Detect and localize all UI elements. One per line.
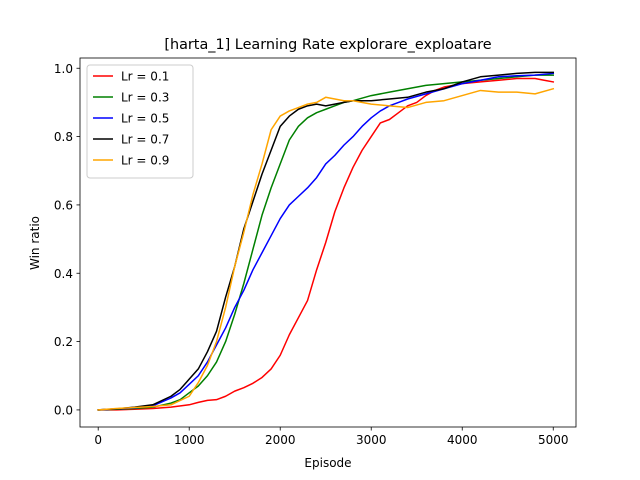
series-line-5: [97, 87, 555, 411]
chart-title: [harta_1] Learning Rate explorare_exploa…: [164, 37, 491, 53]
plot-area: 0 1000 2000 3000 4000 5000 0.0 0.2 0.4 0.6 0.8 1.0: [54, 57, 577, 447]
y-tick-label: 0.8: [54, 130, 73, 144]
x-tick-label: 5000: [538, 433, 569, 447]
legend-label-3: Lr = 0.5: [121, 111, 169, 125]
y-tick-label: 1.0: [54, 62, 73, 76]
x-tick-label: 3000: [356, 433, 387, 447]
x-tick-label: 4000: [447, 433, 478, 447]
y-tick-label: 0.4: [54, 267, 73, 281]
axes-frame: [79, 57, 577, 428]
legend-label-4: Lr = 0.7: [121, 132, 169, 146]
x-tick-label: 0: [94, 433, 102, 447]
x-axis-title: Episode: [304, 456, 351, 470]
y-tick-label: 0.6: [54, 198, 73, 212]
x-tick-label: 1000: [174, 433, 205, 447]
series-line-2: [97, 74, 554, 411]
legend-box: [86, 64, 194, 179]
x-tick-label: 2000: [265, 433, 296, 447]
legend-label-1: Lr = 0.1: [121, 69, 169, 83]
legend-label-5: Lr = 0.9: [121, 153, 169, 167]
series-line-4: [97, 71, 554, 411]
y-axis-title: Win ratio: [28, 216, 42, 270]
y-tick-label: 0.0: [54, 403, 73, 417]
series-lines: [97, 71, 555, 411]
legend-label-2: Lr = 0.3: [121, 90, 169, 104]
legend: Lr = 0.1 Lr = 0.3 Lr = 0.5 Lr = 0.7 Lr = 0.9: [86, 64, 194, 179]
y-tick-label: 0.2: [54, 335, 73, 349]
